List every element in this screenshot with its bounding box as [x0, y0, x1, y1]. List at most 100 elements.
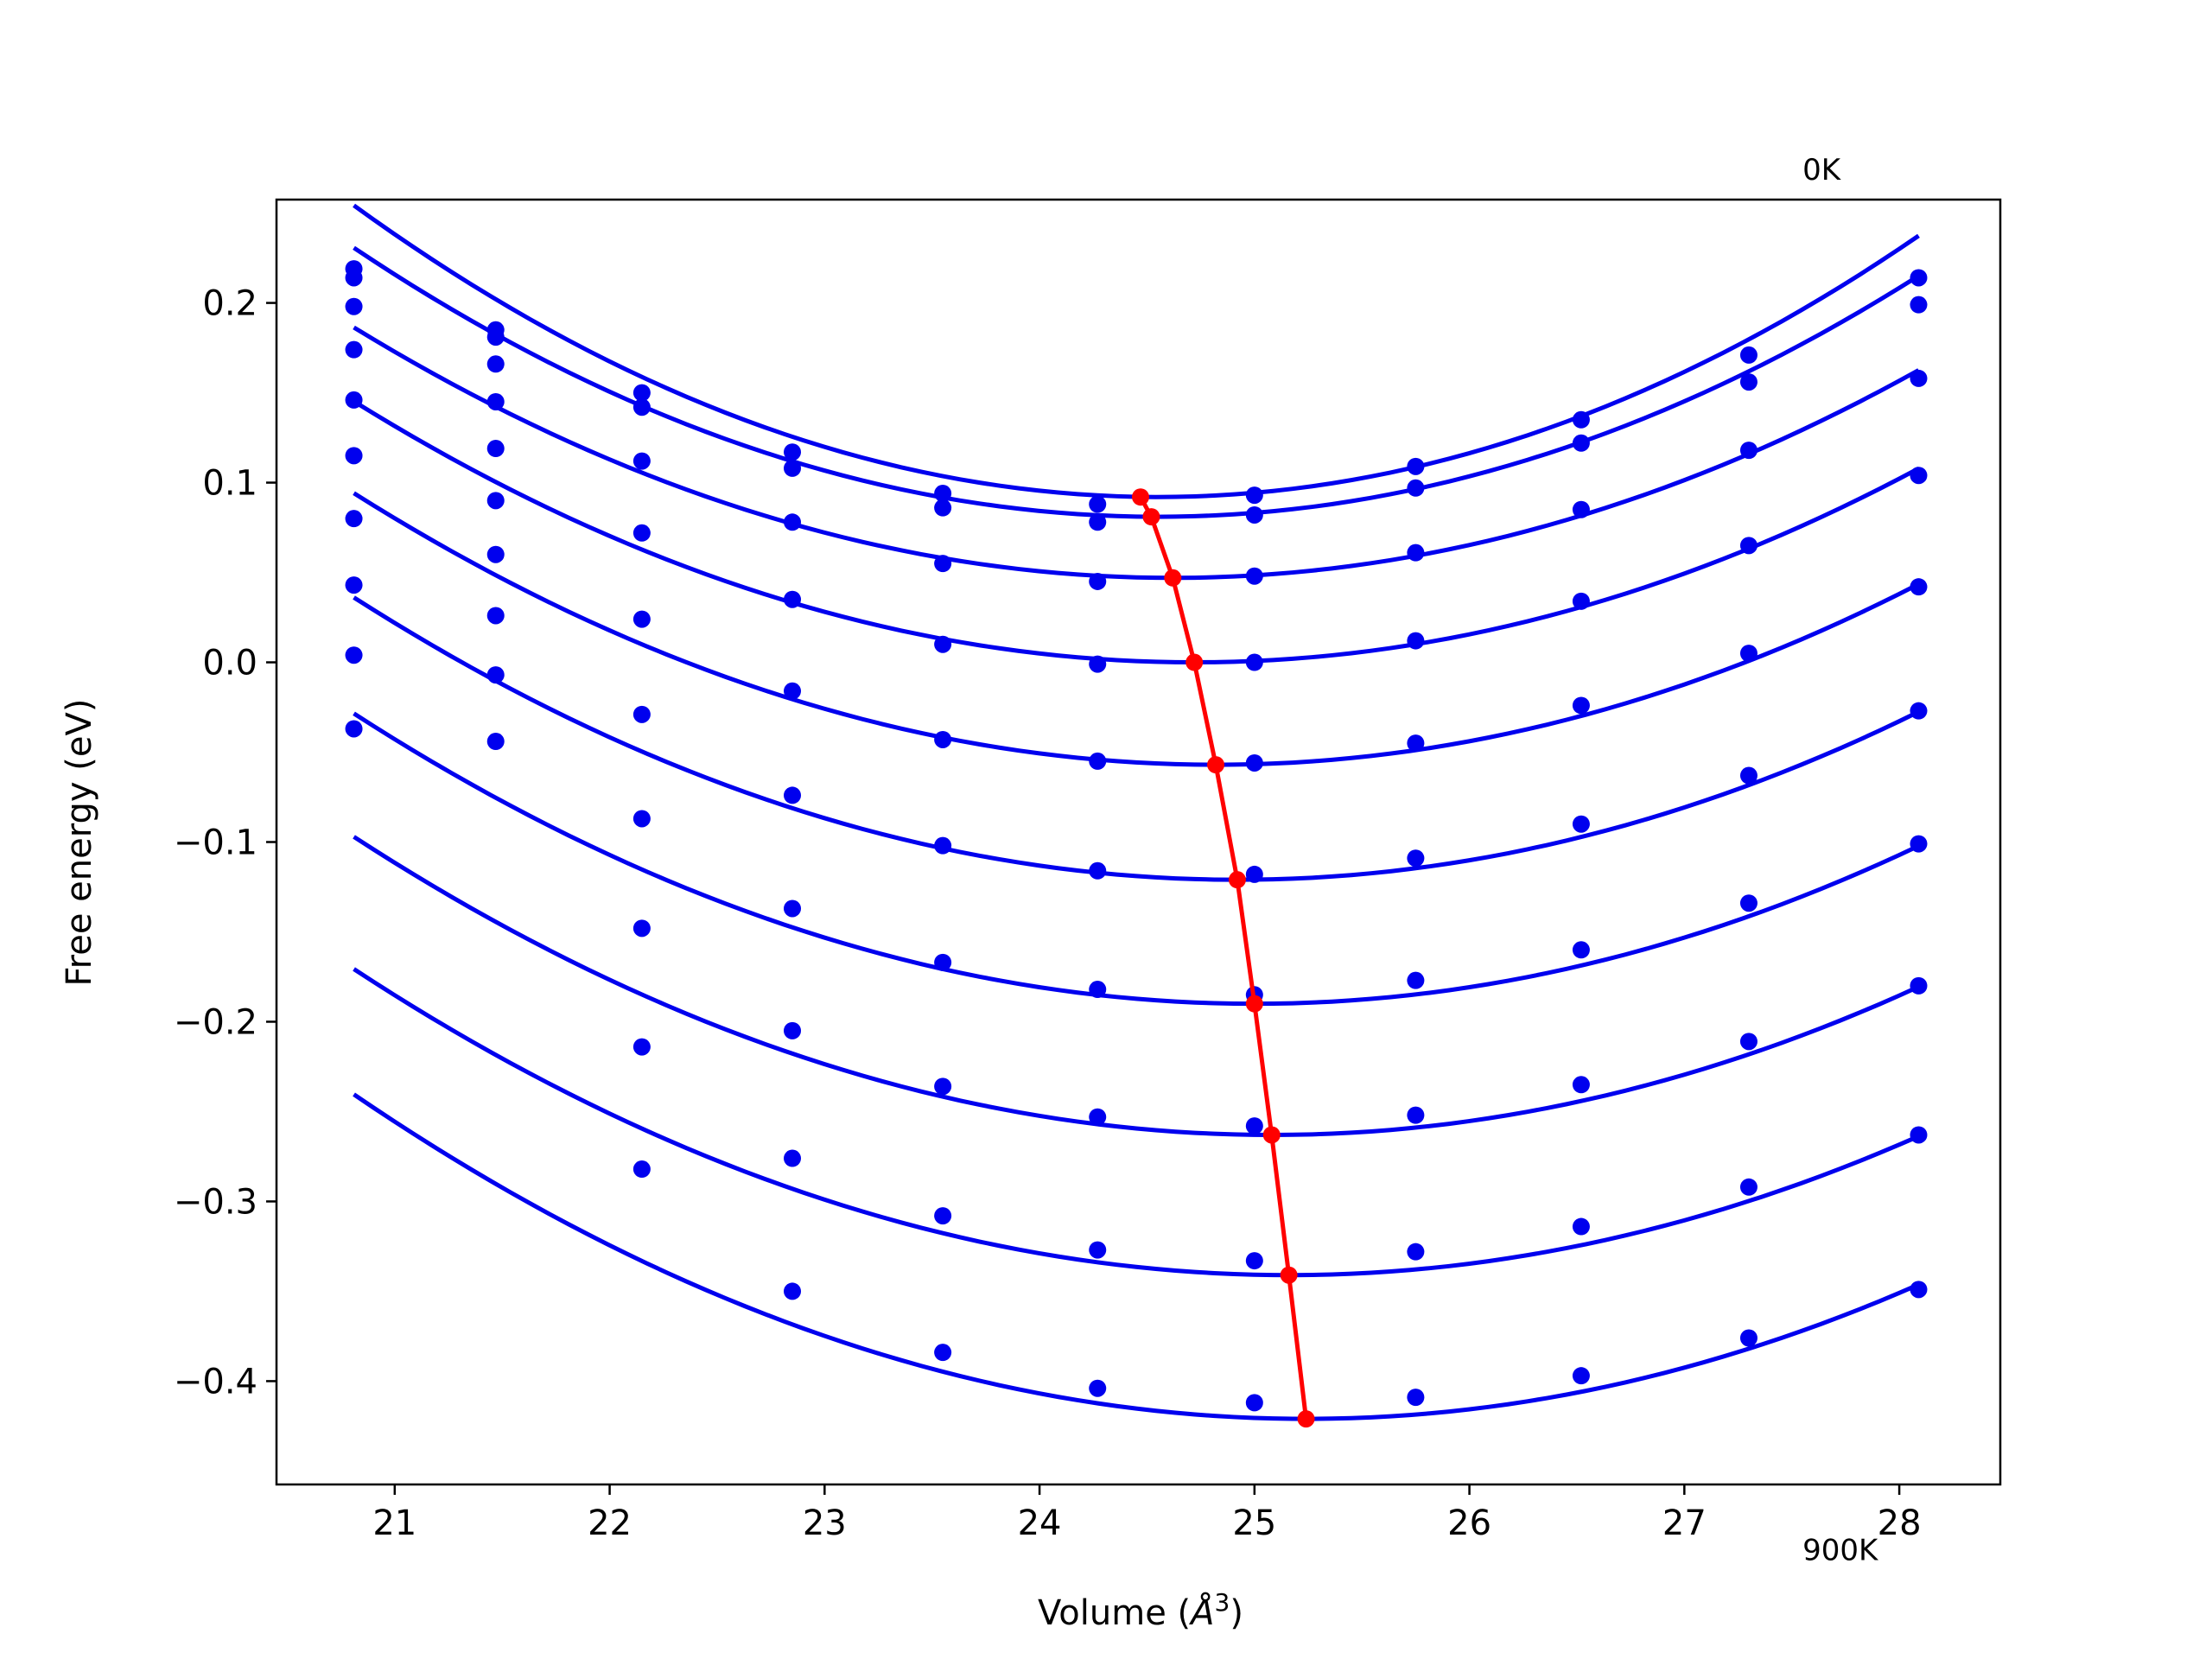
data-point-s5-6 [1245, 865, 1263, 883]
data-point-s7-7 [1407, 1106, 1425, 1124]
data-point-s8-3 [784, 1149, 802, 1167]
data-point-s8-6 [1245, 1252, 1263, 1270]
y-tick-label-6: 0.2 [202, 284, 257, 324]
data-point-s2-6 [1245, 567, 1263, 585]
data-point-s1-3 [784, 459, 802, 477]
data-point-s6-3 [784, 899, 802, 918]
data-point-s7-9 [1739, 1033, 1758, 1051]
minimum-point-7 [1262, 1126, 1281, 1144]
data-point-s2-2 [632, 452, 651, 470]
data-point-s5-4 [934, 836, 952, 855]
data-point-s0-3 [784, 443, 802, 461]
data-points [345, 260, 1928, 1412]
data-point-s4-7 [1407, 734, 1425, 753]
data-point-s8-7 [1407, 1243, 1425, 1261]
data-point-s5-7 [1407, 849, 1425, 868]
y-tick-label-5: 0.1 [202, 464, 257, 504]
data-point-s1-2 [632, 398, 651, 416]
data-point-s9-10 [1910, 1281, 1928, 1299]
data-point-s3-7 [1407, 632, 1425, 650]
data-point-s3-2 [632, 524, 651, 542]
data-point-s8-2 [632, 1038, 651, 1056]
minimum-point-5 [1228, 871, 1246, 889]
data-point-s8-8 [1572, 1217, 1590, 1236]
data-point-s0-8 [1572, 410, 1590, 429]
fit-curve-5 [353, 595, 1920, 882]
data-point-s9-0 [345, 720, 363, 738]
data-point-s7-8 [1572, 1076, 1590, 1094]
data-point-s8-10 [1910, 1126, 1928, 1144]
data-point-s4-1 [486, 440, 505, 458]
data-point-s3-9 [1739, 537, 1758, 555]
y-tick-label-2: −0.2 [174, 1002, 257, 1042]
data-point-s3-6 [1245, 653, 1263, 671]
x-axis-label-symbol: Å [1188, 1592, 1214, 1633]
minimum-point-2 [1164, 569, 1182, 587]
data-point-s1-1 [486, 328, 505, 346]
data-point-s7-0 [345, 576, 363, 594]
minimum-point-1 [1142, 508, 1160, 526]
data-point-s4-8 [1572, 696, 1590, 715]
data-point-s4-3 [784, 682, 802, 700]
y-axis-ticks: −0.4 −0.3 −0.2 −0.1 0.0 0.1 0.2 [174, 284, 276, 1402]
fit-curve-4 [353, 491, 1920, 767]
data-point-s1-4 [934, 499, 952, 517]
data-point-s2-1 [486, 355, 505, 373]
x-axis-label-close: ) [1230, 1593, 1243, 1633]
data-point-s9-3 [784, 1282, 802, 1300]
data-point-s8-1 [486, 666, 505, 684]
fit-curve-7 [353, 835, 1920, 1137]
data-point-s0-2 [632, 384, 651, 402]
x-axis-label: Volume (Å3) [1038, 1588, 1243, 1633]
data-point-s9-5 [1089, 1379, 1107, 1397]
data-point-s7-5 [1089, 1108, 1107, 1126]
data-point-s5-10 [1910, 702, 1928, 720]
data-point-s9-8 [1572, 1367, 1590, 1385]
data-point-s5-0 [345, 447, 363, 465]
data-point-s1-5 [1089, 513, 1107, 531]
data-point-s2-4 [934, 555, 952, 573]
data-point-s6-8 [1572, 941, 1590, 959]
fit-curve-9 [353, 1092, 1920, 1421]
data-point-s0-10 [1910, 269, 1928, 287]
data-point-s6-10 [1910, 835, 1928, 853]
data-point-s8-0 [345, 646, 363, 664]
minimum-point-0 [1131, 488, 1149, 506]
data-point-s7-6 [1245, 1117, 1263, 1135]
fit-curve-1 [353, 245, 1920, 519]
data-point-s0-4 [934, 485, 952, 503]
data-point-s5-1 [486, 492, 505, 510]
x-tick-label-2: 23 [803, 1503, 847, 1543]
data-point-s8-9 [1739, 1178, 1758, 1196]
fit-curves [353, 203, 1920, 1421]
data-point-s5-9 [1739, 766, 1758, 785]
data-point-s9-7 [1407, 1389, 1425, 1407]
data-point-s6-9 [1739, 894, 1758, 912]
data-point-s4-0 [345, 391, 363, 409]
fit-curve-3 [353, 399, 1920, 665]
x-tick-label-3: 24 [1018, 1503, 1062, 1543]
data-point-s1-6 [1245, 505, 1263, 524]
data-point-s9-2 [632, 1160, 651, 1179]
fit-curve-6 [353, 711, 1920, 1007]
data-point-s4-10 [1910, 578, 1928, 596]
x-axis-ticks: 21 22 23 24 25 26 27 28 [372, 1484, 1922, 1543]
data-point-s2-5 [1089, 572, 1107, 590]
data-point-s9-1 [486, 733, 505, 751]
y-tick-label-0: −0.4 [174, 1362, 257, 1402]
data-point-s2-3 [784, 513, 802, 531]
data-point-s6-1 [486, 545, 505, 563]
data-point-s4-6 [1245, 753, 1263, 772]
annotation-900k: 900K [1802, 1533, 1879, 1567]
data-point-s3-4 [934, 635, 952, 653]
data-point-s9-9 [1739, 1329, 1758, 1347]
data-point-s8-5 [1089, 1241, 1107, 1259]
x-tick-label-6: 27 [1662, 1503, 1707, 1543]
data-point-s4-4 [934, 730, 952, 748]
y-axis-label: Free energy (eV) [60, 699, 99, 987]
data-point-s2-0 [345, 297, 363, 315]
data-point-s4-5 [1089, 752, 1107, 770]
data-point-s4-9 [1739, 645, 1758, 663]
data-point-s7-3 [784, 1021, 802, 1039]
